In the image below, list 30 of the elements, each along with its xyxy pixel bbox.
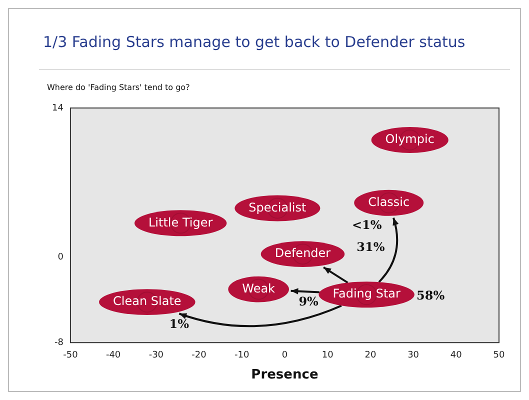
x-tick-label: -10 xyxy=(234,350,250,360)
y-tick-label: -8 xyxy=(54,338,64,348)
x-tick-label: 30 xyxy=(408,350,420,360)
chart-subtitle: Where do 'Fading Stars' tend to go? xyxy=(47,83,190,92)
data-label: Little Tiger xyxy=(148,215,213,230)
x-tick-label: 20 xyxy=(364,350,376,360)
x-tick-label: 50 xyxy=(493,350,505,360)
x-axis-title: Presence xyxy=(251,368,318,383)
x-tick-label: 40 xyxy=(450,350,462,360)
y-tick-label: 0 xyxy=(58,252,64,263)
data-label: Fading Star xyxy=(332,286,401,301)
data-label: Specialist xyxy=(248,200,306,214)
x-tick-label: -20 xyxy=(192,350,207,360)
x-tick-label: -30 xyxy=(148,350,164,360)
data-label: Weak xyxy=(242,281,276,296)
annotation: 31% xyxy=(356,240,386,254)
x-tick-label: -50 xyxy=(63,350,78,360)
annotation: 1% xyxy=(169,317,190,332)
annotation: <1% xyxy=(352,218,382,232)
chart-title: 1/3 Fading Stars manage to get back to Defender status xyxy=(43,33,466,51)
data-label: Classic xyxy=(368,195,410,210)
data-label: Defender xyxy=(274,246,331,260)
data-label: Clean Slate xyxy=(113,294,182,308)
x-tick-label: -40 xyxy=(106,350,121,360)
data-label: Olympic xyxy=(385,132,434,146)
x-tick-label: 0 xyxy=(282,350,288,360)
annotation: 58% xyxy=(416,288,446,303)
annotation: 9% xyxy=(298,294,320,308)
x-tick-label: 10 xyxy=(322,350,334,360)
y-tick-label: 14 xyxy=(52,103,64,114)
